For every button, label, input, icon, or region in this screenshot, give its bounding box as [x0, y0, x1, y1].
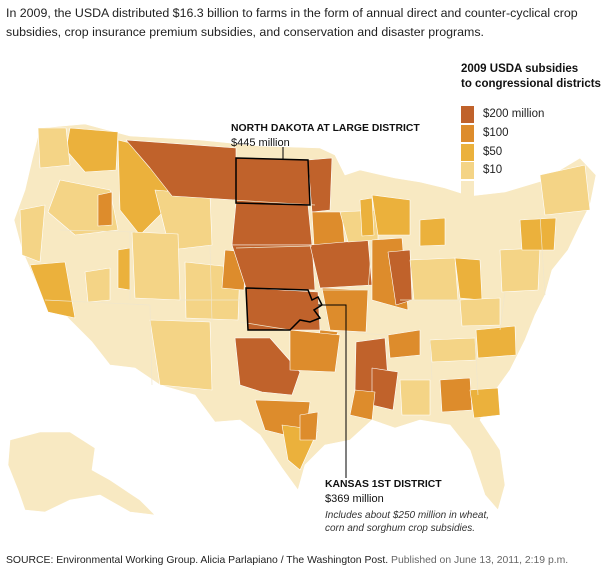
source-line: SOURCE: Environmental Working Group. Ali…	[6, 555, 568, 566]
published-date: Published on June 13, 2011, 2:19 p.m.	[391, 555, 569, 566]
legend-label: $50	[483, 145, 503, 158]
intro-text: In 2009, the USDA distributed $16.3 bill…	[6, 6, 578, 39]
legend-swatch	[461, 124, 474, 142]
callout-note: Includes about $250 million in wheat, co…	[325, 509, 489, 535]
map-legend: 2009 USDA subsidies to congressional dis…	[461, 62, 611, 200]
source-text: SOURCE: Environmental Working Group. Ali…	[6, 555, 389, 566]
callout-name: NORTH DAKOTA AT LARGE DISTRICT	[231, 123, 420, 134]
legend-items: $200 million $100 $50 $10	[461, 106, 611, 199]
callout-amount: $369 million	[325, 493, 384, 505]
alaska	[7, 431, 156, 516]
legend-swatch	[461, 162, 474, 180]
legend-swatch	[461, 181, 474, 199]
callout-amount: $445 million	[231, 137, 290, 149]
kansas-callout: KANSAS 1ST DISTRICT $369 million Include…	[325, 478, 489, 535]
legend-title-line2: to congressional districts	[461, 78, 601, 90]
legend-item-200m: $200 million	[461, 106, 611, 123]
callout-note-line1: Includes about $250 million in wheat,	[325, 510, 489, 521]
legend-item-10m: $10	[461, 162, 611, 180]
legend-label: $100	[483, 126, 509, 139]
legend-swatch	[461, 143, 474, 161]
legend-item-50m: $50	[461, 143, 611, 161]
legend-label: $200 million	[483, 108, 545, 120]
callout-name: KANSAS 1ST DISTRICT	[325, 479, 442, 490]
us-district-map	[7, 123, 597, 516]
kansas-1st-outline	[245, 287, 323, 331]
north-dakota-outline	[235, 157, 311, 206]
legend-item-lowest	[461, 181, 611, 199]
legend-item-100m: $100	[461, 124, 611, 142]
legend-label: $10	[483, 164, 503, 177]
kansas-leader-line	[318, 304, 347, 478]
legend-title-line1: 2009 USDA subsidies	[461, 63, 579, 75]
north-dakota-callout: NORTH DAKOTA AT LARGE DISTRICT $445 mill…	[231, 122, 420, 150]
legend-swatch	[461, 106, 474, 123]
callout-note-line2: corn and sorghum crop subsidies.	[325, 523, 476, 534]
legend-title: 2009 USDA subsidies to congressional dis…	[461, 62, 611, 92]
